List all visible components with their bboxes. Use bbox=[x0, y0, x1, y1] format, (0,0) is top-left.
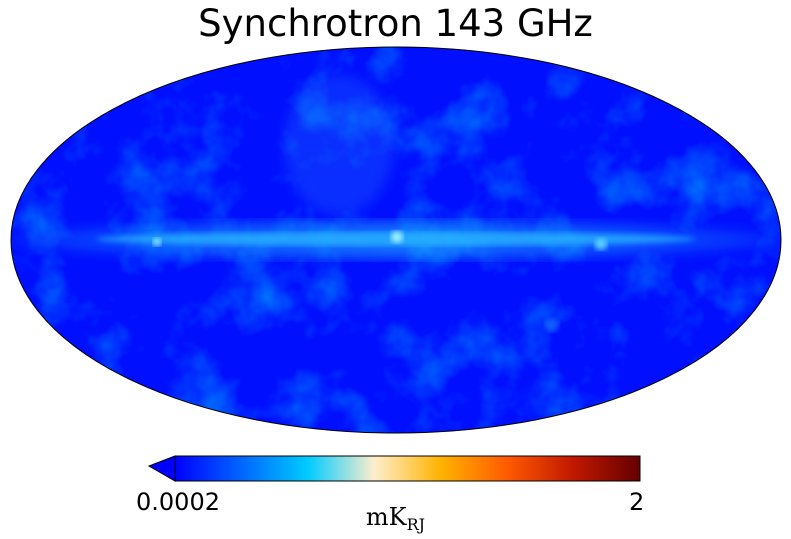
hotspot-right bbox=[595, 238, 607, 250]
colorbar-max-label: 2 bbox=[629, 488, 645, 516]
colorbar-unit-label: mKRJ bbox=[0, 503, 791, 534]
hotspot-south bbox=[545, 318, 559, 332]
unit-main: mK bbox=[365, 503, 407, 531]
hotspot-left bbox=[153, 238, 161, 246]
map-title: Synchrotron 143 GHz bbox=[198, 2, 593, 45]
north-loop bbox=[284, 75, 394, 215]
unit-subscript: RJ bbox=[406, 515, 426, 534]
colorbar-min-label: 0.0002 bbox=[136, 488, 220, 516]
map-outline bbox=[10, 46, 782, 434]
sky-map bbox=[10, 46, 782, 434]
colorbar-body bbox=[174, 455, 641, 482]
colorbar bbox=[148, 455, 641, 482]
galactic-center-hotspot bbox=[391, 231, 403, 243]
colorbar-under-arrow bbox=[148, 455, 176, 482]
